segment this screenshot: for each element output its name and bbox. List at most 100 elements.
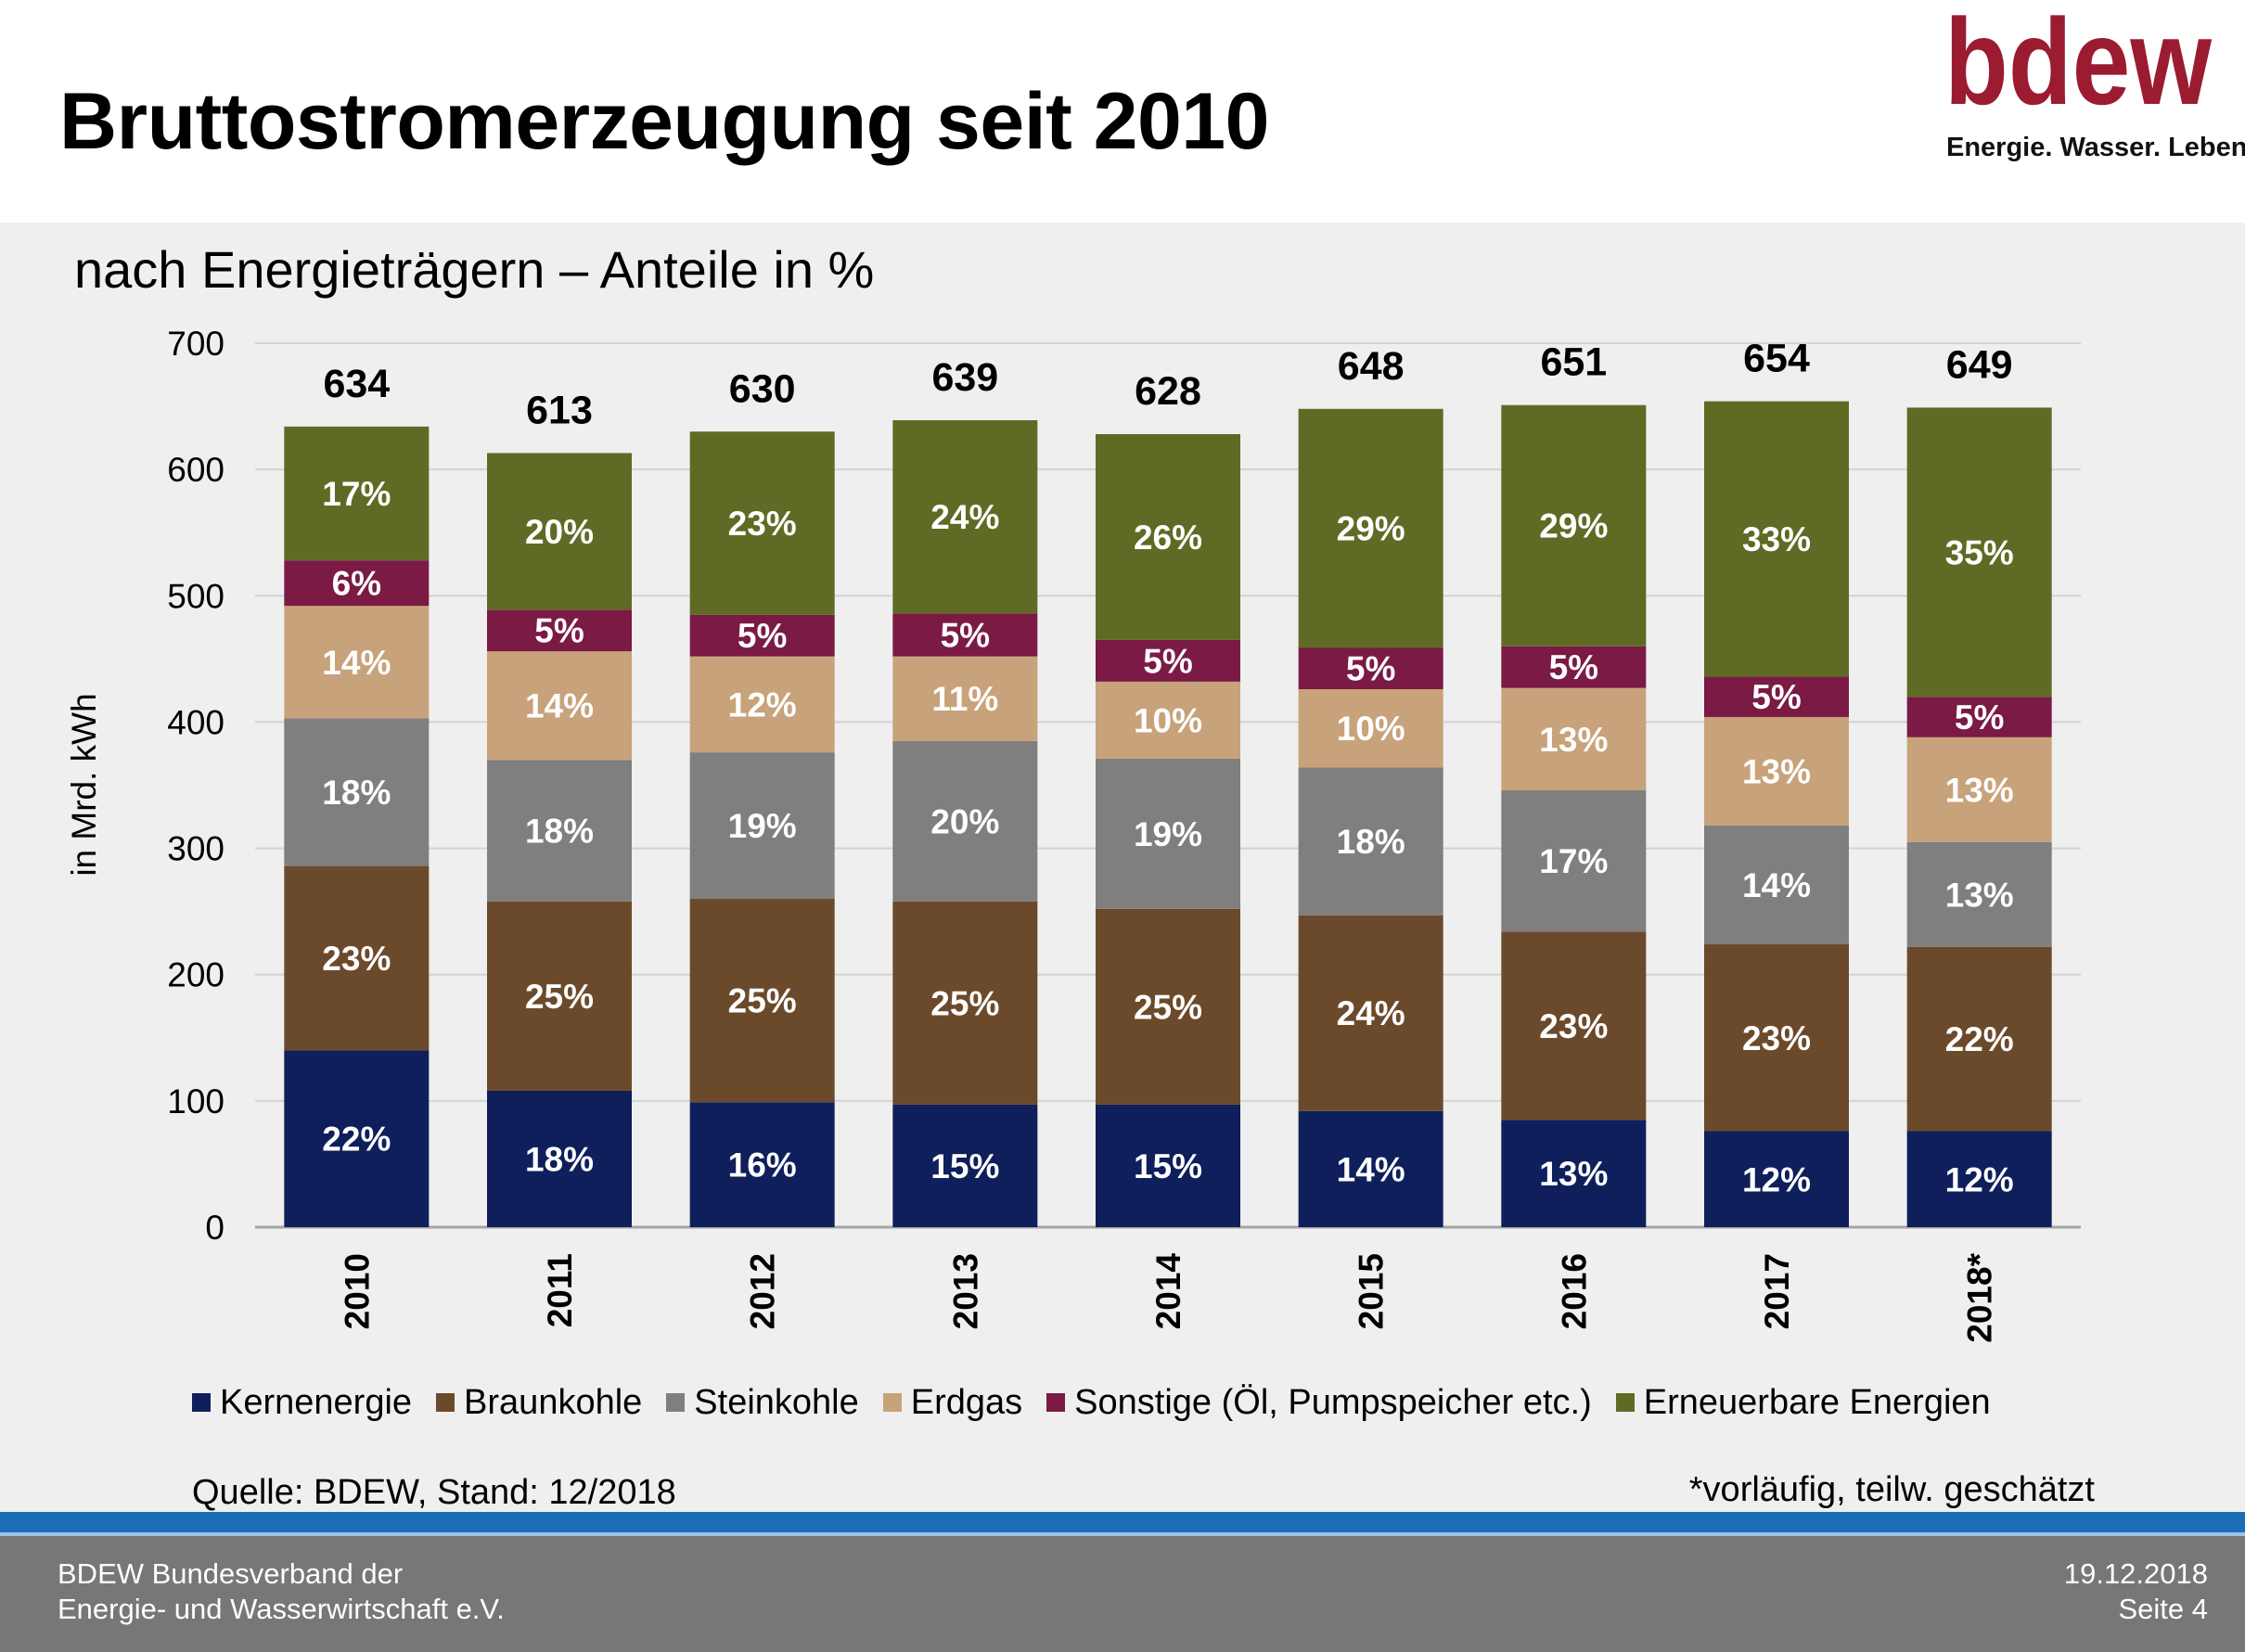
y-tick-label: 700	[167, 325, 224, 363]
bar-total-label: 654	[1743, 337, 1810, 381]
page-title: Bruttostromerzeugung seit 2010	[59, 77, 1269, 166]
segment-percent-label: 18%	[525, 1140, 594, 1178]
legend-item: Erdgas	[882, 1383, 1022, 1423]
bar-total-label: 628	[1135, 369, 1201, 414]
bar-segment	[1096, 908, 1240, 1105]
legend-item: Kernenergie	[192, 1383, 412, 1423]
footer-organization: BDEW Bundesverband der Energie- und Wass…	[58, 1556, 505, 1627]
segment-percent-label: 5%	[1346, 650, 1395, 688]
segment-percent-label: 24%	[930, 498, 999, 536]
bar-segment	[892, 613, 1038, 657]
segment-percent-label: 26%	[1134, 519, 1202, 557]
x-tick-label: 2010	[338, 1253, 376, 1329]
chart-legend: Kernenergie Braunkohle Steinkohle Erdgas Son…	[192, 1379, 2015, 1426]
bar-total-label: 639	[931, 355, 998, 400]
segment-percent-label: 12%	[1742, 1160, 1811, 1198]
bar-segment	[892, 420, 1038, 614]
x-tick-label: 2017	[1758, 1253, 1796, 1329]
segment-percent-label: 5%	[738, 617, 787, 655]
segment-percent-label: 25%	[930, 984, 999, 1022]
bar-segment	[892, 740, 1038, 902]
segment-percent-label: 20%	[525, 513, 594, 551]
segment-percent-label: 18%	[322, 774, 391, 812]
y-tick-label: 300	[167, 830, 224, 868]
y-tick-label: 400	[167, 703, 224, 741]
y-tick-label: 600	[167, 451, 224, 489]
segment-percent-label: 25%	[525, 978, 594, 1016]
legend-label: Kernenergie	[220, 1382, 413, 1422]
segment-percent-label: 5%	[1143, 642, 1192, 680]
bar-segment	[892, 901, 1038, 1105]
y-tick-label: 200	[167, 956, 224, 994]
bar-segment	[689, 752, 835, 900]
bar-segment	[284, 606, 430, 719]
bar-total-label: 648	[1338, 344, 1405, 389]
segment-percent-label: 35%	[1945, 533, 2014, 571]
segment-percent-label: 25%	[728, 982, 797, 1020]
bar-total-label: 651	[1540, 340, 1607, 385]
x-tick-label: 2012	[744, 1253, 782, 1329]
segment-percent-label: 20%	[930, 802, 999, 840]
segment-percent-label: 19%	[1134, 815, 1202, 853]
slide-header: Bruttostromerzeugung seit 2010 bdew Ener…	[0, 0, 2245, 223]
chart-subtitle: nach Energieträgern – Anteile in %	[74, 240, 875, 299]
legend-item: Braunkohle	[436, 1383, 642, 1423]
legend-item: Sonstige (Öl, Pumpspeicher etc.)	[1046, 1383, 1592, 1423]
segment-percent-label: 23%	[1742, 1019, 1811, 1057]
legend-label: Braunkohle	[464, 1382, 643, 1422]
bar-segment	[284, 1050, 430, 1227]
segment-percent-label: 17%	[1539, 842, 1608, 880]
segment-percent-label: 25%	[1134, 988, 1202, 1026]
segment-percent-label: 14%	[1742, 866, 1811, 904]
bar-segment	[1704, 826, 1849, 945]
segment-percent-label: 13%	[1945, 876, 2014, 914]
legend-swatch	[192, 1393, 211, 1412]
bar-segment	[1704, 1131, 1849, 1227]
bar-segment	[892, 656, 1038, 741]
bar-segment	[487, 651, 632, 761]
bar-total-label: 649	[1946, 342, 2013, 387]
legend-item: Steinkohle	[666, 1383, 859, 1423]
segment-percent-label: 13%	[1539, 1155, 1608, 1193]
legend-swatch	[1046, 1393, 1066, 1412]
bar-segment	[1501, 646, 1647, 688]
segment-percent-label: 5%	[534, 612, 584, 650]
segment-percent-label: 12%	[1945, 1160, 2014, 1198]
bar-total-label: 613	[526, 388, 593, 432]
segment-percent-label: 19%	[728, 807, 797, 845]
segment-percent-label: 5%	[1751, 678, 1801, 716]
segment-percent-label: 22%	[1945, 1020, 2014, 1058]
bar-total-label: 630	[729, 366, 796, 411]
x-tick-label: 2013	[946, 1253, 984, 1329]
legend-swatch	[882, 1393, 902, 1412]
segment-percent-label: 18%	[1337, 823, 1405, 861]
bar-segment	[1501, 931, 1647, 1121]
legend-item: Erneuerbare Energien	[1615, 1383, 1991, 1423]
segment-percent-label: 33%	[1742, 520, 1811, 558]
segment-percent-label: 29%	[1337, 509, 1405, 547]
footer-meta: 19.12.2018 Seite 4	[2064, 1556, 2208, 1627]
segment-percent-label: 13%	[1742, 753, 1811, 791]
bar-segment	[284, 560, 430, 607]
bar-segment	[1704, 716, 1849, 826]
x-tick-label: 2015	[1353, 1253, 1391, 1329]
bar-segment	[1501, 1120, 1647, 1227]
segment-percent-label: 23%	[1539, 1007, 1608, 1045]
segment-percent-label: 15%	[1134, 1147, 1202, 1185]
bar-segment	[689, 899, 835, 1103]
segment-percent-label: 13%	[1945, 771, 2014, 809]
bar-segment	[1501, 789, 1647, 932]
segment-percent-label: 6%	[332, 565, 381, 603]
bar-segment	[1906, 946, 2052, 1132]
logo-wordmark: bdew	[1944, 11, 2212, 122]
source-note: Quelle: BDEW, Stand: 12/2018	[192, 1473, 676, 1512]
bar-segment	[689, 431, 835, 615]
segment-percent-label: 10%	[1337, 710, 1405, 748]
bar-segment	[284, 865, 430, 1051]
segment-percent-label: 14%	[1337, 1150, 1405, 1188]
bar-segment	[689, 656, 835, 753]
segment-percent-label: 16%	[728, 1146, 797, 1185]
bar-segment	[1906, 1131, 2052, 1227]
legend-label: Sonstige (Öl, Pumpspeicher etc.)	[1074, 1382, 1592, 1422]
bar-segment	[1704, 944, 1849, 1132]
